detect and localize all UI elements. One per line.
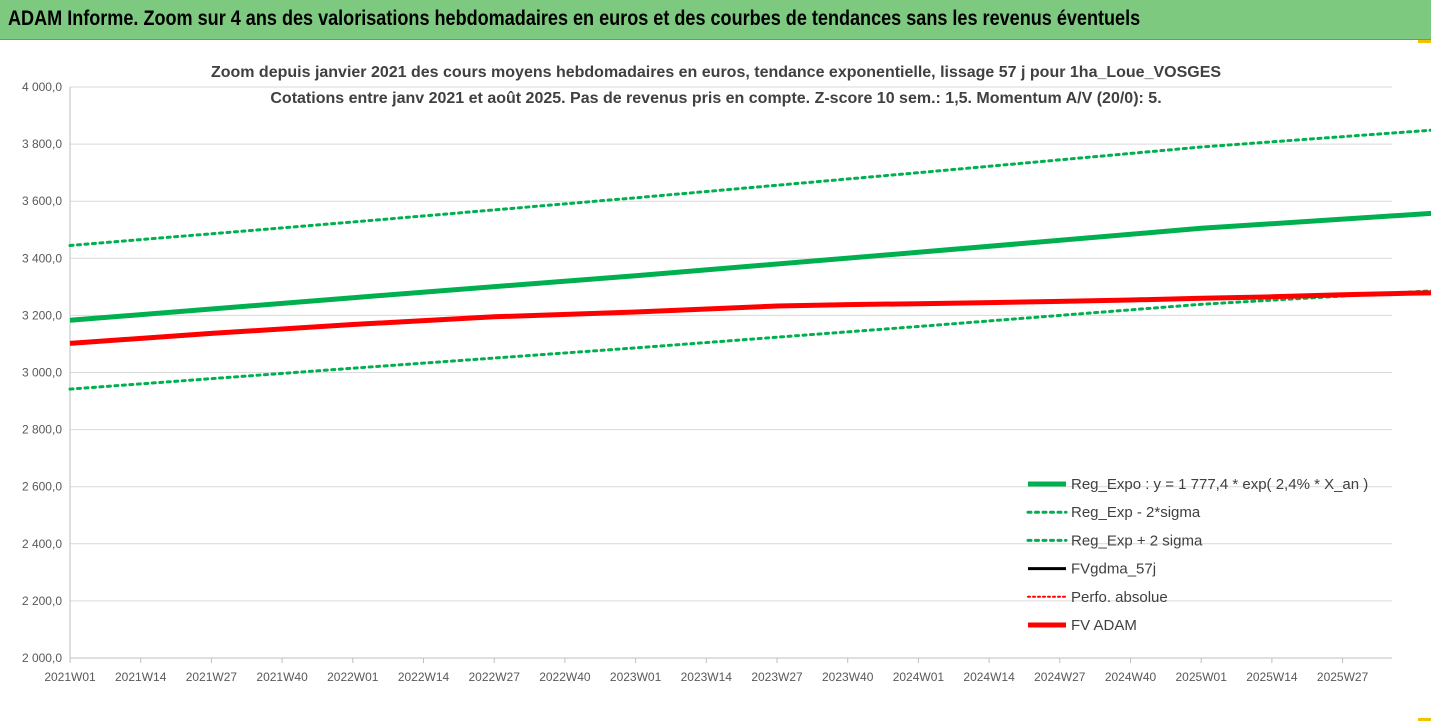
series-line-0	[69, 210, 1431, 323]
x-tick-label: 2021W27	[186, 670, 238, 684]
y-tick-label: 3 200,0	[22, 308, 62, 322]
y-tick-label: 2 000,0	[22, 651, 62, 665]
x-tick-label: 2025W14	[1246, 670, 1298, 684]
x-tick-label: 2022W40	[539, 670, 591, 684]
x-tick-label: 2023W40	[822, 670, 874, 684]
legend-entry: FV ADAM	[1071, 617, 1137, 634]
series-line-1	[68, 289, 1431, 391]
legend-entry: Reg_Expo : y = 1 777,4 * exp( 2,4% * X_a…	[1071, 476, 1368, 493]
x-tick-label: 2024W01	[893, 670, 945, 684]
x-tick-label: 2024W27	[1034, 670, 1086, 684]
chart-area: 2 000,0 2 200,0 2 400,0 2 600,0 2 800,0 3 000…	[0, 40, 1431, 721]
chart-title: Zoom depuis janvier 2021 des cours moyen…	[211, 64, 1221, 81]
x-tick-label: 2021W01	[44, 670, 96, 684]
y-tick-label: 3 800,0	[22, 137, 62, 151]
chart-subtitle: Cotations entre janv 2021 et août 2025. …	[270, 90, 1161, 107]
chart-grid	[69, 86, 1392, 659]
x-tick-label: 2023W14	[681, 670, 733, 684]
x-tick-label: 2023W01	[610, 670, 662, 684]
y-tick-label: 2 800,0	[22, 423, 62, 437]
x-tick-label: 2025W27	[1317, 670, 1369, 684]
y-tick-label: 3 600,0	[22, 194, 62, 208]
chart-legend: Reg_Expo : y = 1 777,4 * exp( 2,4% * X_a…	[1026, 476, 1368, 634]
chart-series	[68, 128, 1431, 391]
y-tick-label: 3 400,0	[22, 251, 62, 265]
y-tick-label: 2 600,0	[22, 480, 62, 494]
series-line-5	[69, 290, 1431, 346]
x-tick-label: 2024W40	[1105, 670, 1157, 684]
report-banner: ADAM Informe. Zoom sur 4 ans des valoris…	[0, 0, 1431, 40]
x-tick-label: 2022W27	[469, 670, 521, 684]
trend-chart: 2 000,0 2 200,0 2 400,0 2 600,0 2 800,0 3 000…	[22, 64, 1431, 684]
y-tick-label: 4 000,0	[22, 80, 62, 94]
x-tick-label: 2024W14	[963, 670, 1015, 684]
x-axis-ticks: 2021W01 2021W14 2021W27 2021W40 2022W01 2022W…	[44, 658, 1369, 684]
frame-corner-top	[1418, 40, 1431, 43]
x-tick-label: 2025W01	[1176, 670, 1228, 684]
series-line-2	[68, 128, 1431, 247]
x-tick-label: 2023W27	[751, 670, 803, 684]
legend-entry: Perfo. absolue	[1071, 589, 1168, 606]
y-axis-ticks: 2 000,0 2 200,0 2 400,0 2 600,0 2 800,0 3 000…	[22, 80, 62, 665]
x-tick-label: 2022W14	[398, 670, 450, 684]
x-tick-label: 2021W14	[115, 670, 167, 684]
frame-corner-bottom	[1418, 718, 1431, 721]
legend-entry: FVgdma_57j	[1071, 561, 1156, 578]
y-tick-label: 3 000,0	[22, 366, 62, 380]
y-tick-label: 2 200,0	[22, 594, 62, 608]
legend-entry: Reg_Exp - 2*sigma	[1071, 504, 1201, 521]
legend-entry: Reg_Exp + 2 sigma	[1071, 532, 1203, 549]
y-tick-label: 2 400,0	[22, 537, 62, 551]
x-tick-label: 2021W40	[256, 670, 308, 684]
x-tick-label: 2022W01	[327, 670, 379, 684]
report-banner-title: ADAM Informe. Zoom sur 4 ans des valoris…	[8, 7, 1141, 30]
